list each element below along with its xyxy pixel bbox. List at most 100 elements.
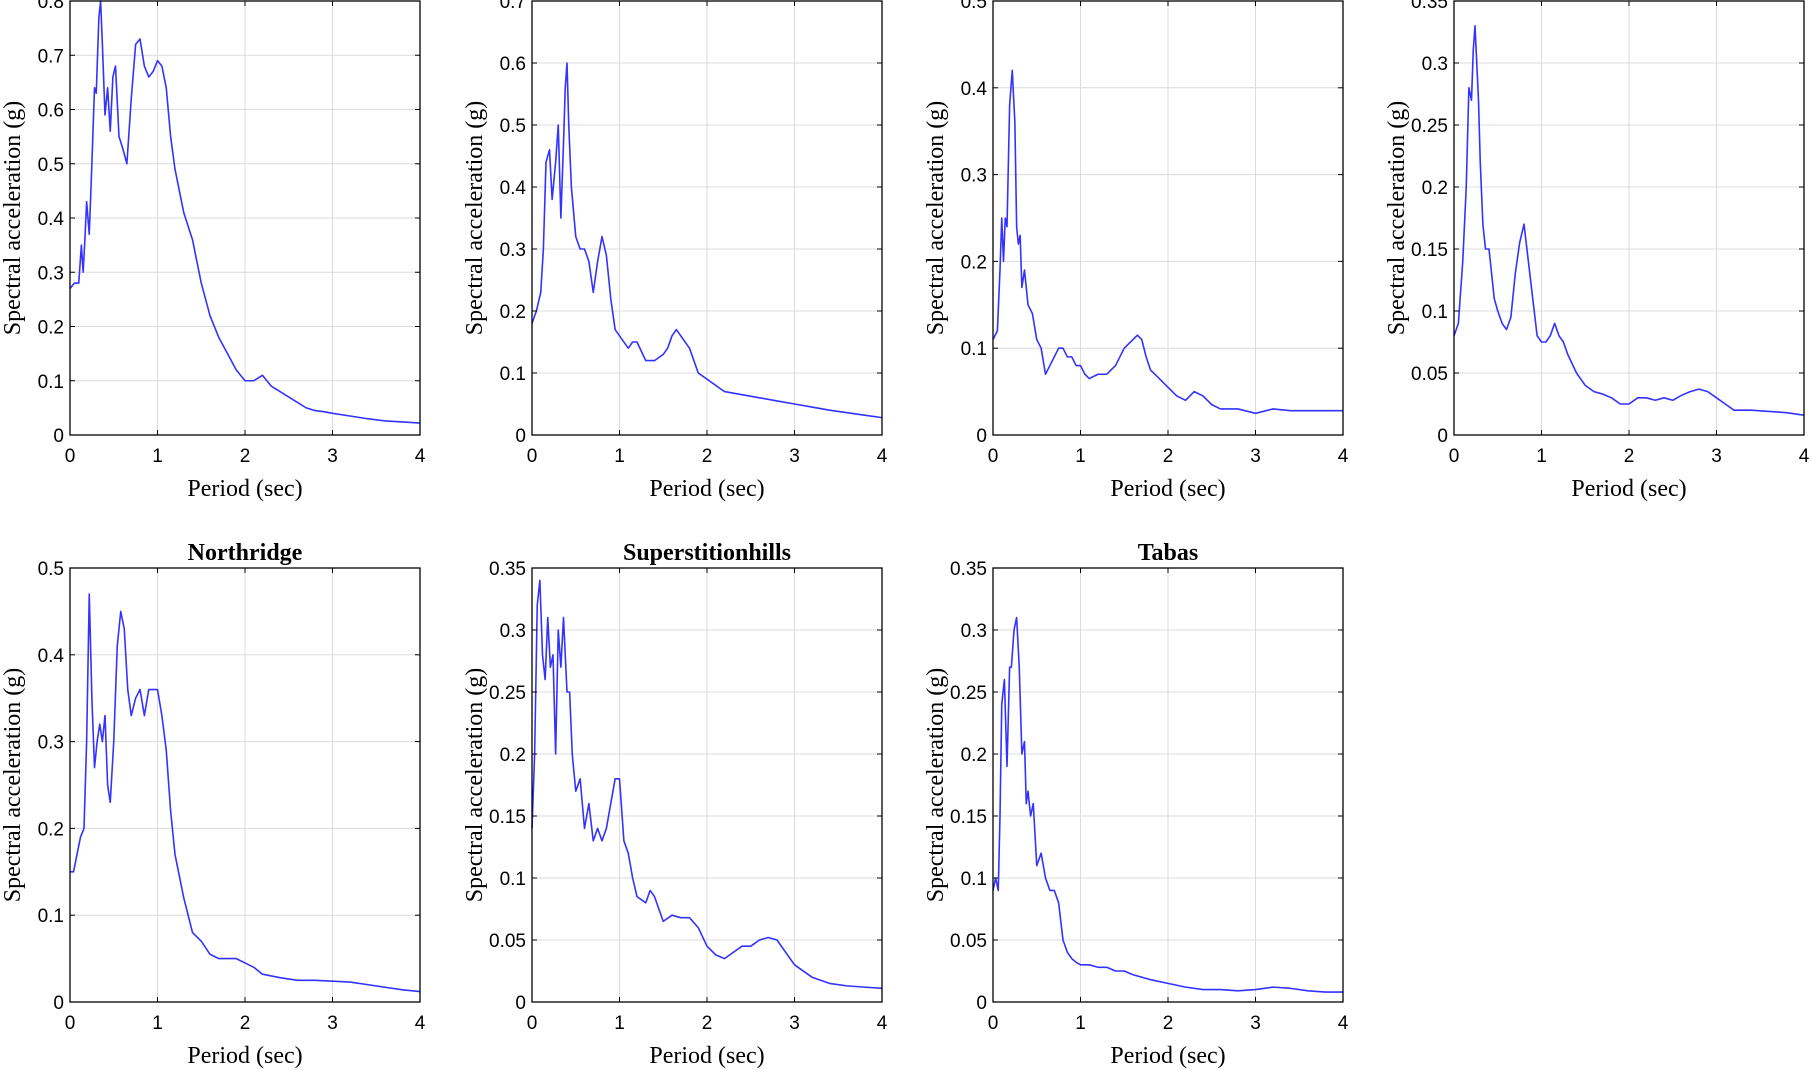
y-tick-label: 0.1 [500, 364, 526, 385]
y-tick-label: 0 [515, 426, 526, 447]
x-tick-label: 2 [702, 446, 713, 467]
y-tick-label: 0.2 [38, 318, 64, 339]
y-tick-label: 0.1 [961, 339, 987, 360]
y-tick-label: 0.3 [500, 621, 526, 642]
x-axis-label: Period (sec) [1110, 1043, 1225, 1069]
y-tick-label: 0.6 [38, 101, 64, 122]
y-tick-label: 0.05 [950, 931, 987, 952]
y-axis-label: Spectral acceleration (g) [0, 668, 26, 903]
x-tick-label: 4 [415, 1013, 426, 1034]
x-tick-label: 0 [988, 1013, 999, 1034]
y-tick-label: 0 [53, 993, 64, 1014]
x-tick-label: 0 [527, 446, 538, 467]
y-tick-label: 0.3 [961, 166, 987, 187]
x-tick-label: 0 [65, 446, 76, 467]
y-tick-label: 0.1 [38, 372, 64, 393]
series-line-coalinga [69, 0, 421, 424]
x-tick-label: 4 [1338, 446, 1349, 467]
y-tick-label: 0.1 [500, 869, 526, 890]
x-tick-label: 2 [240, 1013, 251, 1034]
series-line-kern [531, 62, 883, 419]
x-tick-label: 1 [614, 1013, 625, 1034]
y-tick-label: 0.4 [38, 646, 65, 667]
x-tick-label: 3 [1250, 446, 1261, 467]
y-tick-label: 0.3 [500, 240, 526, 261]
chart-title: Superstitionhills [623, 540, 791, 566]
y-tick-label: 0.4 [500, 178, 527, 199]
y-tick-label: 0 [976, 993, 987, 1014]
y-tick-label: 0.2 [961, 745, 987, 766]
x-tick-label: 2 [1163, 446, 1174, 467]
x-tick-label: 4 [877, 1013, 888, 1034]
chart-northridge: 0 1 2 3 4 0 0.1 0.2 0.3 0.4 0.5 Northridge Period (s… [0, 540, 426, 1069]
x-tick-label: 2 [1163, 1013, 1174, 1034]
y-axis-label: Spectral acceleration (g) [462, 668, 488, 903]
y-tick-label: 0.3 [38, 263, 64, 284]
y-tick-label: 0.5 [500, 116, 526, 137]
y-tick-label: 0.2 [500, 745, 526, 766]
x-tick-label: 0 [1449, 446, 1460, 467]
y-tick-label: 0.3 [38, 733, 64, 754]
y-tick-label: 0.15 [489, 807, 526, 828]
x-tick-label: 2 [240, 446, 251, 467]
x-tick-label: 1 [1075, 446, 1086, 467]
y-tick-label: 0.7 [500, 0, 526, 13]
x-tick-label: 4 [415, 446, 426, 467]
y-tick-label: 0.6 [500, 54, 526, 75]
chart-lomaprieta: 0123400.050.10.150.20.250.30.35Lomapriet… [1384, 0, 1810, 502]
y-tick-label: 0.15 [950, 807, 987, 828]
y-axis-label: Spectral acceleration (g) [923, 101, 949, 336]
x-tick-label: 3 [327, 446, 338, 467]
y-tick-label: 0.25 [950, 683, 987, 704]
y-tick-label: 0.4 [961, 79, 988, 100]
x-tick-label: 3 [327, 1013, 338, 1034]
x-tick-label: 1 [152, 1013, 163, 1034]
y-tick-label: 0.35 [489, 559, 526, 580]
x-tick-label: 4 [1338, 1013, 1349, 1034]
x-tick-label: 3 [789, 446, 800, 467]
x-tick-label: 1 [152, 446, 163, 467]
series-line-superstitionhills [531, 579, 883, 990]
x-tick-label: 1 [1075, 1013, 1086, 1034]
chart-tabas: 0 1 2 3 4 0 0.05 0.1 0.15 0.2 0.25 0.3 0.35 Tabas Peri… [923, 540, 1349, 1069]
chart-superstitionhills: 0 1 2 3 4 0 0.05 0.1 0.15 0.2 0.25 0.3 0.35 Superstit… [462, 540, 888, 1069]
x-tick-label: 1 [1536, 446, 1547, 467]
y-tick-label: 0.4 [38, 209, 65, 230]
y-tick-label: 0 [53, 426, 64, 447]
x-axis-label: Period (sec) [649, 476, 764, 502]
y-tick-label: 0.25 [489, 683, 526, 704]
y-tick-label: 0.5 [38, 155, 64, 176]
x-axis-label: Period (sec) [1110, 476, 1225, 502]
series-line-landers [992, 69, 1343, 415]
x-tick-label: 0 [65, 1013, 76, 1034]
x-tick-label: 3 [789, 1013, 800, 1034]
y-tick-label: 0.7 [38, 46, 64, 67]
y-axis-label: Spectral acceleration (g) [0, 101, 26, 336]
x-tick-label: 4 [877, 446, 888, 467]
y-tick-label: 0.25 [1411, 116, 1448, 137]
y-tick-label: 0.5 [38, 559, 64, 580]
y-tick-label: 0.2 [38, 819, 64, 840]
y-tick-label: 0.1 [38, 906, 64, 927]
y-tick-label: 0 [1437, 426, 1448, 447]
y-tick-label: 0.05 [489, 931, 526, 952]
x-tick-label: 0 [527, 1013, 538, 1034]
x-tick-label: 3 [1711, 446, 1722, 467]
y-axis-label: Spectral acceleration (g) [923, 668, 949, 903]
x-tick-label: 4 [1799, 446, 1810, 467]
y-tick-label: 0.3 [1422, 54, 1448, 75]
y-tick-label: 0.2 [1422, 178, 1448, 199]
y-tick-label: 0.35 [950, 559, 987, 580]
y-tick-label: 0.35 [1411, 0, 1448, 13]
series-line-tabas [992, 616, 1343, 993]
x-tick-label: 3 [1250, 1013, 1261, 1034]
x-axis-label: Period (sec) [649, 1043, 764, 1069]
y-tick-label: 0.3 [961, 621, 987, 642]
y-axis-label: Spectral acceleration (g) [462, 101, 488, 336]
series-line-lomaprieta [1453, 24, 1805, 416]
chart-coalinga: 0123400.10.20.30.40.50.60.70.8CoalingaPe… [0, 0, 426, 502]
chart-title: Tabas [1138, 540, 1199, 566]
y-tick-label: 0.1 [961, 869, 987, 890]
y-tick-label: 0.5 [961, 0, 987, 13]
